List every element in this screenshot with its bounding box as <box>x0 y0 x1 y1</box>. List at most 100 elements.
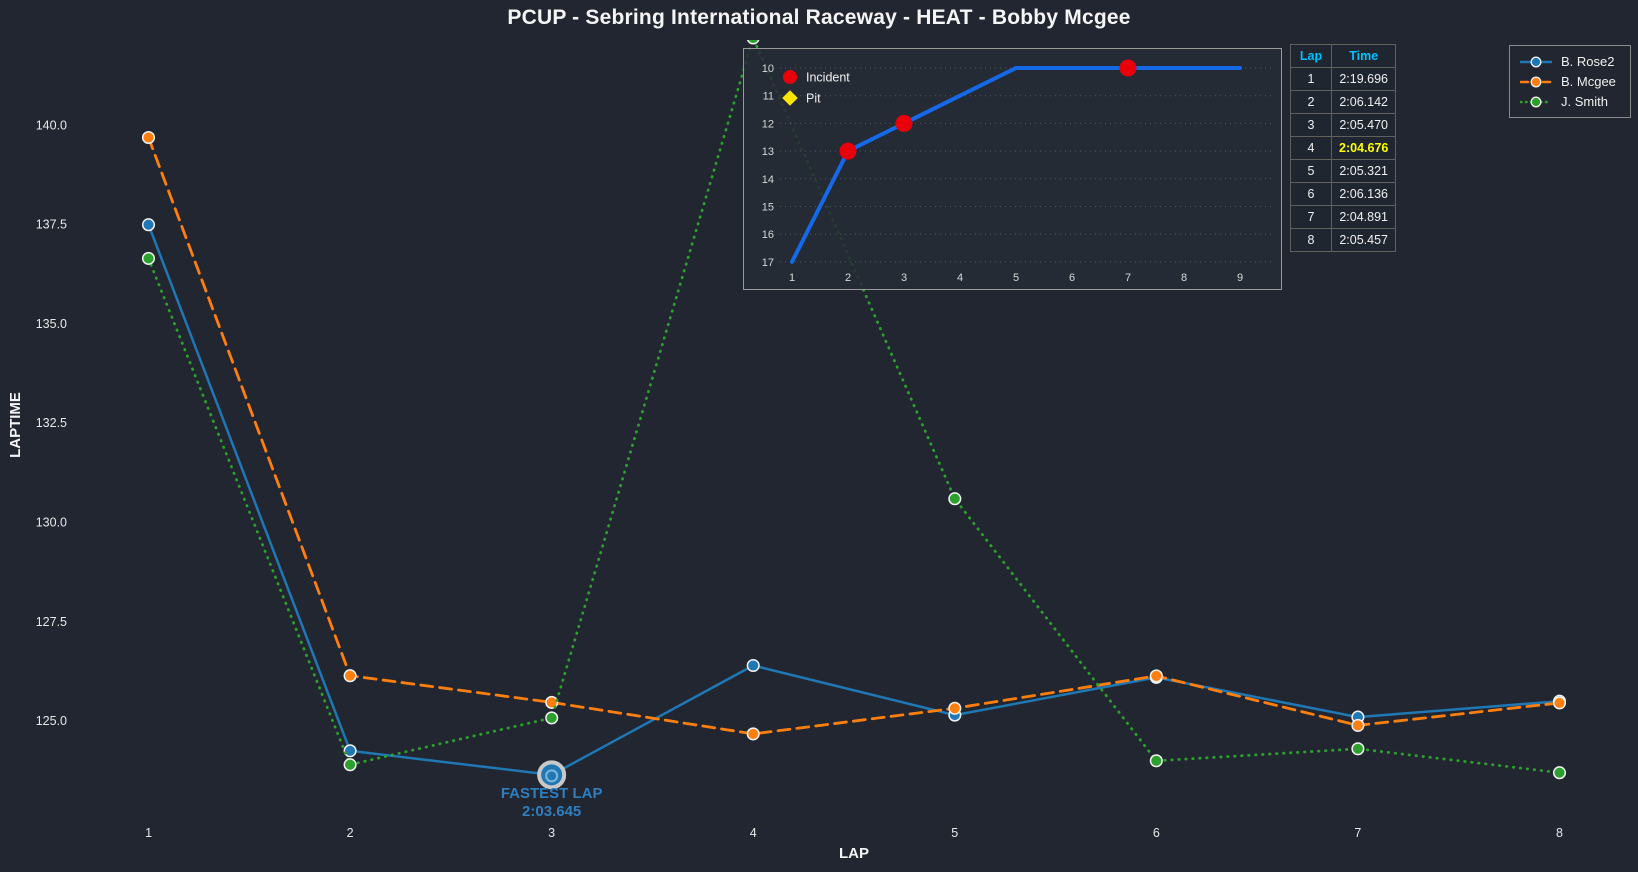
lap-number-cell: 8 <box>1290 228 1332 252</box>
svg-text:4: 4 <box>750 826 757 840</box>
svg-text:10: 10 <box>762 63 774 75</box>
svg-text:125.0: 125.0 <box>36 714 67 728</box>
data-point-marker <box>1149 754 1163 768</box>
data-point-marker <box>141 218 156 232</box>
lap-number-cell: 1 <box>1290 67 1332 91</box>
data-point-marker <box>1552 696 1567 710</box>
svg-text:6: 6 <box>1069 272 1075 284</box>
legend-label: B. Rose2 <box>1561 54 1615 69</box>
x-axis-tick-labels: 1 2 3 4 5 6 7 8 <box>145 826 1563 840</box>
svg-text:8: 8 <box>1181 272 1187 284</box>
svg-text:4: 4 <box>957 272 963 284</box>
lap-table-header-row: Lap Time <box>1290 44 1397 68</box>
lap-number-cell: 7 <box>1290 205 1332 229</box>
incident-marker <box>1119 59 1137 77</box>
data-point-marker <box>746 40 760 45</box>
lap-number-cell: 3 <box>1290 113 1332 137</box>
svg-text:2: 2 <box>845 272 851 284</box>
pit-legend-icon <box>782 90 798 106</box>
svg-text:7: 7 <box>1125 272 1131 284</box>
incident-legend-icon <box>783 70 797 84</box>
svg-text:6: 6 <box>1153 826 1160 840</box>
position-inset-chart: 10 11 12 13 14 15 16 17 1 2 3 4 5 6 7 8 9 Incident Pit <box>743 48 1282 290</box>
inset-legend: Incident Pit <box>782 70 850 106</box>
data-point-marker <box>746 727 760 741</box>
inset-x-tick-labels: 1 2 3 4 5 6 7 8 9 <box>789 272 1243 284</box>
data-point-marker <box>141 251 156 265</box>
svg-text:5: 5 <box>951 826 958 840</box>
lap-time-cell: 2:05.470 <box>1330 113 1397 137</box>
data-point-marker <box>1351 718 1365 732</box>
lap-time-table: Lap Time 1 2:19.696 2 2:06.142 3 2:05.470 4 2:04.… <box>1290 44 1397 252</box>
svg-text:3: 3 <box>548 826 555 840</box>
legend-line-sample-icon <box>1520 56 1552 67</box>
svg-text:2: 2 <box>347 826 354 840</box>
svg-text:1: 1 <box>789 272 795 284</box>
chart-legend: B. Rose2 B. Mcgee J. Smith <box>1509 45 1631 118</box>
data-point-marker <box>343 669 357 683</box>
legend-line-sample-icon <box>1520 76 1552 87</box>
data-point-marker <box>1149 669 1163 683</box>
data-point-marker <box>545 711 559 725</box>
lap-table-row: 4 2:04.676 <box>1290 136 1397 160</box>
svg-text:5: 5 <box>1013 272 1019 284</box>
plot-area <box>141 40 1567 782</box>
data-point-marker <box>545 695 559 709</box>
svg-text:8: 8 <box>1556 826 1563 840</box>
x-axis-label: LAP <box>839 845 869 862</box>
svg-text:17: 17 <box>762 257 774 269</box>
svg-text:1: 1 <box>145 826 152 840</box>
lap-number-cell: 6 <box>1290 182 1332 206</box>
data-point-marker <box>141 130 156 145</box>
incident-marker <box>839 142 857 160</box>
lap-table-row: 2 2:06.142 <box>1290 90 1397 114</box>
data-point-marker <box>343 744 357 758</box>
svg-text:130.0: 130.0 <box>36 515 67 529</box>
svg-text:14: 14 <box>762 174 774 186</box>
legend-item-j-smith: J. Smith <box>1520 94 1616 109</box>
lap-number-cell: 2 <box>1290 90 1332 114</box>
series-b-rose2 <box>141 218 1567 782</box>
svg-text:9: 9 <box>1237 272 1243 284</box>
lap-time-cell: 2:04.676 <box>1330 136 1397 160</box>
incident-markers <box>839 59 1137 160</box>
lap-table-row: 3 2:05.470 <box>1290 113 1397 137</box>
data-point-marker <box>948 492 962 506</box>
svg-text:11: 11 <box>763 91 774 103</box>
incident-marker <box>895 114 913 132</box>
svg-text:127.5: 127.5 <box>36 615 67 629</box>
svg-text:16: 16 <box>762 229 774 241</box>
inset-legend-label: Incident <box>806 71 850 85</box>
legend-item-b-rose2: B. Rose2 <box>1520 54 1616 69</box>
lap-table-row: 8 2:05.457 <box>1290 228 1397 252</box>
lap-table-row: 5 2:05.321 <box>1290 159 1397 183</box>
series-j-smith <box>141 40 1567 780</box>
legend-label: B. Mcgee <box>1561 74 1616 89</box>
lap-number-cell: 5 <box>1290 159 1332 183</box>
series-b-mcgee <box>141 130 1567 741</box>
inset-legend-label: Pit <box>806 92 821 106</box>
svg-text:140.0: 140.0 <box>36 118 67 132</box>
lap-time-cell: 2:06.136 <box>1330 182 1397 206</box>
y-axis-label: LAPTIME <box>7 392 24 458</box>
svg-text:12: 12 <box>762 118 774 130</box>
chart-title: PCUP - Sebring International Raceway - H… <box>507 6 1131 29</box>
lap-table-row: 6 2:06.136 <box>1290 182 1397 206</box>
data-point-marker <box>1351 742 1365 756</box>
lap-time-cell: 2:04.891 <box>1330 205 1397 229</box>
svg-text:13: 13 <box>762 146 774 158</box>
data-point-marker <box>746 658 760 673</box>
position-line <box>790 66 1242 264</box>
lap-table-row: 7 2:04.891 <box>1290 205 1397 229</box>
legend-item-b-mcgee: B. Mcgee <box>1520 74 1616 89</box>
data-point-marker <box>1552 766 1567 780</box>
svg-text:15: 15 <box>762 202 774 214</box>
y-axis-tick-labels: 125.0 127.5 130.0 132.5 135.0 137.5 140.0 <box>36 118 67 728</box>
lap-time-cell: 2:05.321 <box>1330 159 1397 183</box>
lap-time-cell: 2:06.142 <box>1330 90 1397 114</box>
svg-text:137.5: 137.5 <box>36 218 67 232</box>
